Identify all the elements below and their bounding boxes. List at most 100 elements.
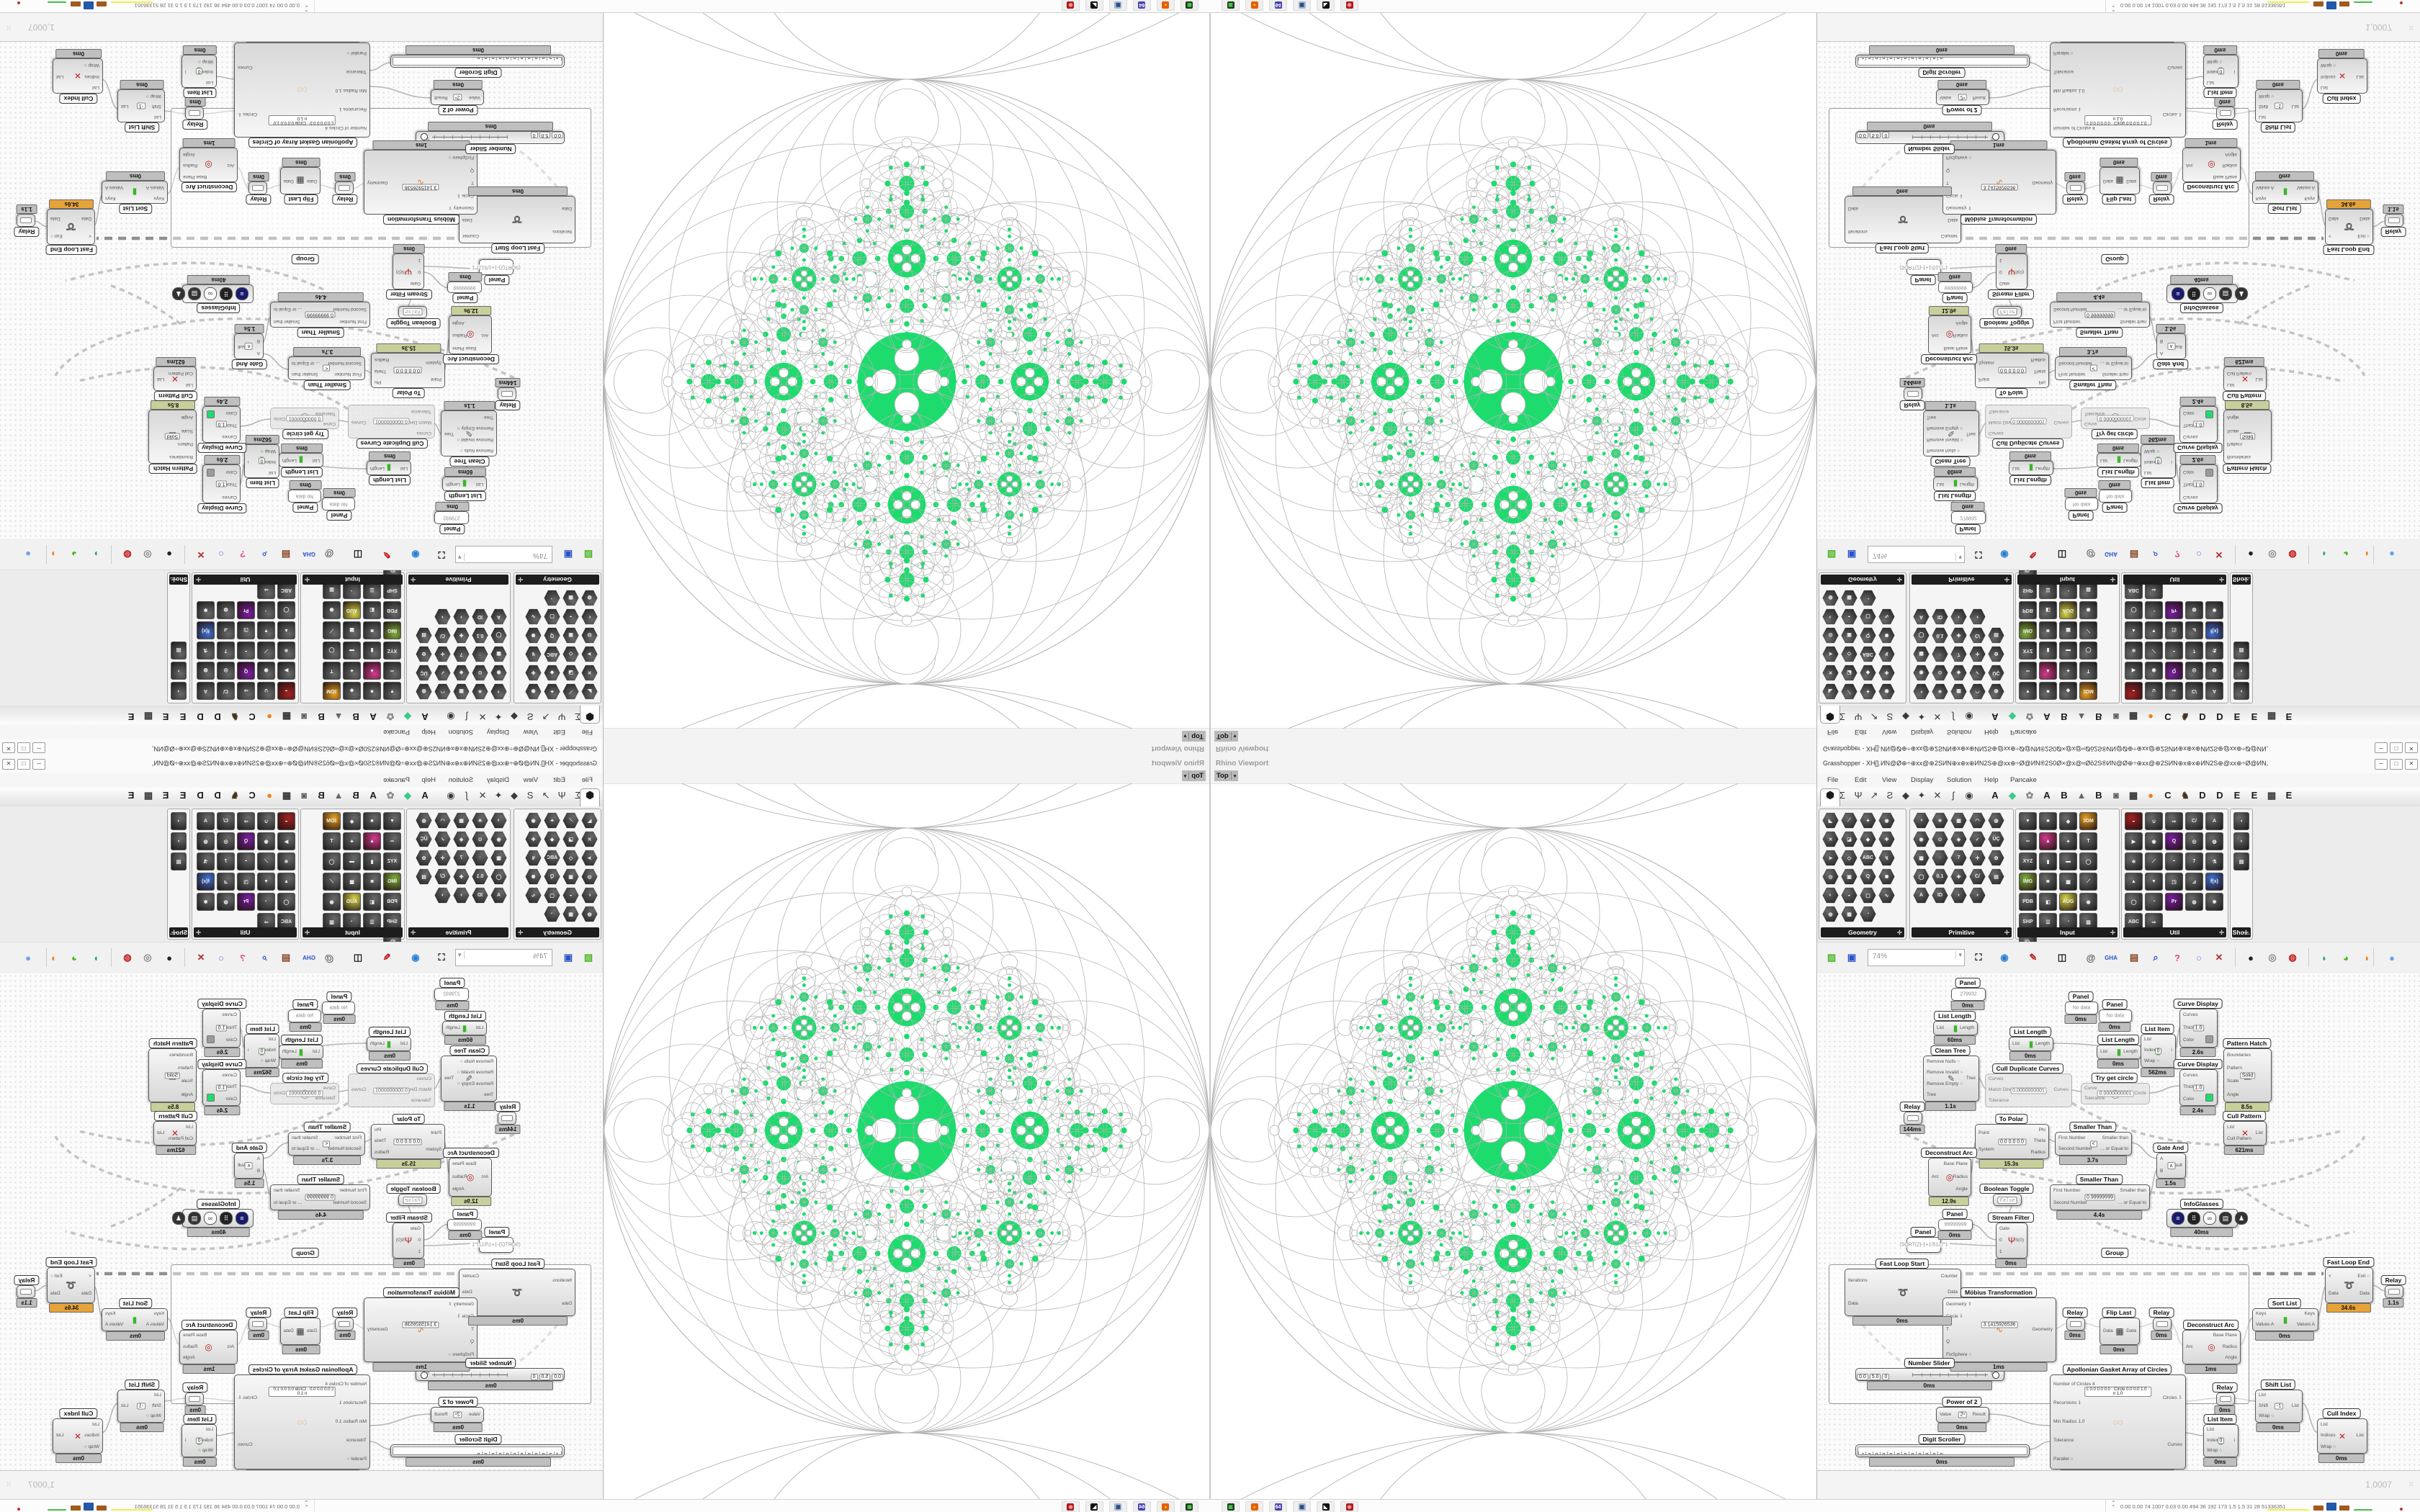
param-icon[interactable]: C/ xyxy=(434,868,451,885)
component-value[interactable]: 3.1415926536 xyxy=(1981,1321,2018,1328)
param-icon[interactable]: ◗ xyxy=(171,662,187,680)
tab-plugin-17[interactable]: E xyxy=(127,711,135,722)
param-icon[interactable]: ⚗ xyxy=(2205,852,2223,870)
param-icon[interactable]: ◖ xyxy=(434,608,451,625)
sketch-quill-icon[interactable]: ✎ xyxy=(2029,549,2038,560)
param-icon[interactable]: ▦ xyxy=(563,906,579,922)
param-icon[interactable]: 7 xyxy=(2185,642,2203,660)
param-icon[interactable]: ✚ xyxy=(1950,868,1967,885)
param-icon[interactable]: ID xyxy=(1932,608,1948,625)
shaded-preview-icon[interactable]: ● xyxy=(2248,952,2254,963)
param-icon[interactable]: PDB xyxy=(2019,893,2037,911)
param-icon[interactable]: ✚ xyxy=(1950,627,1967,644)
param-icon[interactable]: ◖ xyxy=(171,682,187,700)
toggle-value[interactable]: False xyxy=(1997,308,2017,316)
param-icon[interactable]: C/ xyxy=(2185,682,2203,700)
param-icon[interactable]: f(x) xyxy=(197,621,215,639)
param-icon[interactable]: ▲ xyxy=(363,662,381,680)
gh-component-list-length[interactable]: List Length ▮ xyxy=(442,477,487,491)
component-value[interactable]: < xyxy=(323,365,331,372)
param-icon[interactable]: ⟋ xyxy=(1841,812,1857,829)
cat-icon[interactable]: ◣ xyxy=(1085,0,1103,11)
gh-component-infoglasses[interactable]: ≡ ⠿ ∞ ▤ ♟ xyxy=(2166,1209,2248,1228)
gh-component-clean-tree[interactable]: Remove Nulls ○ Remove Invalid ○ Remove Emp… xyxy=(441,1056,497,1102)
search-s-icon[interactable]: ⌕ xyxy=(2153,549,2159,560)
param-icon[interactable]: ■ xyxy=(2039,812,2057,830)
param-icon[interactable]: ✿ xyxy=(416,850,432,866)
param-icon[interactable]: ID xyxy=(472,608,488,625)
param-icon[interactable]: ◎ xyxy=(1822,868,1839,885)
param-icon[interactable]: ◯ xyxy=(323,642,341,660)
viewport-tab-top[interactable]: Top ▾ xyxy=(1181,731,1206,742)
param-icon[interactable]: ✓ xyxy=(434,831,451,847)
param-icon[interactable]: ▢ xyxy=(544,608,560,625)
tab-icon-3[interactable]: ↗ xyxy=(542,711,550,722)
zoom-select[interactable]: 74% ▾ xyxy=(455,949,552,966)
calculator-icon[interactable]: ▦ xyxy=(1109,1501,1127,1512)
param-icon[interactable]: ◠ xyxy=(1969,812,1986,829)
close-button[interactable]: ✕ xyxy=(2,742,15,753)
param-icon[interactable]: ▩ xyxy=(343,621,361,639)
camera-box-icon[interactable]: ◫ xyxy=(2057,549,2067,560)
component-value[interactable]: 1.0 xyxy=(2192,421,2205,428)
dna-icon[interactable]: ✕ xyxy=(2215,952,2223,963)
orange-half-icon[interactable]: ◑ xyxy=(2363,952,2369,963)
gh-component-panel[interactable]: 99999999 xyxy=(447,282,482,293)
component-value[interactable]: 0.99999999 xyxy=(2084,311,2115,318)
param-icon[interactable]: ∿ xyxy=(525,887,542,904)
tab-icon-8[interactable]: ʃ xyxy=(465,711,468,722)
param-icon[interactable]: ◉ xyxy=(323,893,341,911)
gh-component-smaller-than[interactable]: First Number Second Number Smaller than… o… xyxy=(270,302,370,328)
tab-icon-3[interactable]: ↗ xyxy=(542,790,550,801)
dna-icon[interactable]: ✕ xyxy=(2215,549,2223,560)
gh-component-fast-loop-end[interactable]: < Data Exit ○ Data ➰ xyxy=(2325,209,2373,245)
gh-component-fast-loop-end[interactable]: < Data Exit ○ Data ➰ xyxy=(2325,1267,2373,1303)
gh-component-deconstruct-arc[interactable]: Arc Base Plane Radius Angle ◎ xyxy=(1928,315,1971,354)
glasses-icon[interactable]: ∞ xyxy=(2203,287,2216,300)
param-icon[interactable]: ▦ xyxy=(1950,683,1967,700)
gh-component-power-of-2[interactable]: Value Result 2ⁿ xyxy=(431,1407,484,1423)
param-icon[interactable]: ▮ xyxy=(363,852,381,870)
param-icon[interactable]: ✦ xyxy=(1860,683,1876,700)
floppy64-icon[interactable]: 64 xyxy=(1133,1501,1151,1512)
palette-group-label[interactable]: Sho… ✛ xyxy=(2232,927,2251,937)
teal-solid-icon[interactable]: ◗ xyxy=(93,549,99,560)
param-icon[interactable]: ◓ xyxy=(237,852,255,870)
param-icon[interactable]: ◇ xyxy=(563,646,579,662)
param-icon[interactable]: f(x) xyxy=(197,873,215,891)
gh-component-flip-last[interactable]: Data Data ▦ xyxy=(2099,1318,2140,1345)
gh-component-power-of-2[interactable]: Value Result 2ⁿ xyxy=(431,89,484,105)
param-icon[interactable]: ⟋ xyxy=(257,642,275,660)
gh-component-deconstruct-arc[interactable]: Arc Base Plane Radius Angle ◎ xyxy=(1928,1158,1971,1197)
gh-component-clean-tree[interactable]: Remove Nulls ○ Remove Invalid ○ Remove Emp… xyxy=(1923,1056,1979,1102)
param-icon[interactable]: ◆ xyxy=(544,831,560,847)
param-icon[interactable]: IMG xyxy=(383,873,401,891)
param-icon[interactable]: ✳ xyxy=(1932,683,1948,700)
publish-at-icon[interactable]: @ xyxy=(324,952,334,963)
component-value[interactable]: 0.0000000001 xyxy=(2097,415,2134,422)
param-icon[interactable]: AUG xyxy=(2059,893,2077,911)
tab-plugin-1[interactable]: ◆ xyxy=(404,711,411,722)
calculator-icon[interactable]: ▦ xyxy=(1293,1501,1311,1512)
gift-box-icon[interactable]: ? xyxy=(2174,952,2180,963)
param-icon[interactable]: ◪ xyxy=(563,831,579,847)
gh-component-stream-filter[interactable]: Gate 0 1 S(0) Ψ xyxy=(1996,1223,2027,1259)
component-value[interactable]: 0.99999999 xyxy=(2084,1194,2115,1201)
gh-component-panel[interactable]: No data xyxy=(288,490,321,503)
gh-component-panel[interactable]: No data xyxy=(288,1009,321,1022)
emulator-icon[interactable]: ▦ xyxy=(1180,0,1198,11)
param-icon[interactable]: ◍ xyxy=(416,812,432,829)
tab-icon-8[interactable]: ʃ xyxy=(465,790,468,801)
tab-plugin-16[interactable]: ▩ xyxy=(2267,711,2277,722)
component-value[interactable]: 0.0 0.0 0.0 xyxy=(1997,1138,2027,1145)
param-icon[interactable]: T xyxy=(323,832,341,850)
param-icon[interactable]: ◯ xyxy=(277,601,295,619)
param-icon[interactable]: ✓ xyxy=(1969,831,1986,847)
gh-component-panel[interactable]: 279932 xyxy=(1951,511,1986,524)
component-value[interactable]: ∧ xyxy=(2166,1162,2176,1169)
param-icon[interactable]: ◗ xyxy=(171,832,187,850)
param-icon[interactable]: ◈ xyxy=(453,665,470,681)
component-value[interactable]: 1.0 xyxy=(215,480,228,487)
component-value[interactable]: < xyxy=(2089,365,2097,372)
